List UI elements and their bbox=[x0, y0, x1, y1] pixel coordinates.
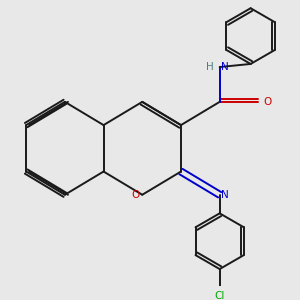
Text: H: H bbox=[206, 62, 214, 72]
Text: N: N bbox=[221, 190, 229, 200]
Text: N: N bbox=[221, 62, 229, 72]
Text: O: O bbox=[131, 190, 140, 200]
Text: O: O bbox=[263, 97, 271, 107]
Text: Cl: Cl bbox=[214, 291, 225, 300]
